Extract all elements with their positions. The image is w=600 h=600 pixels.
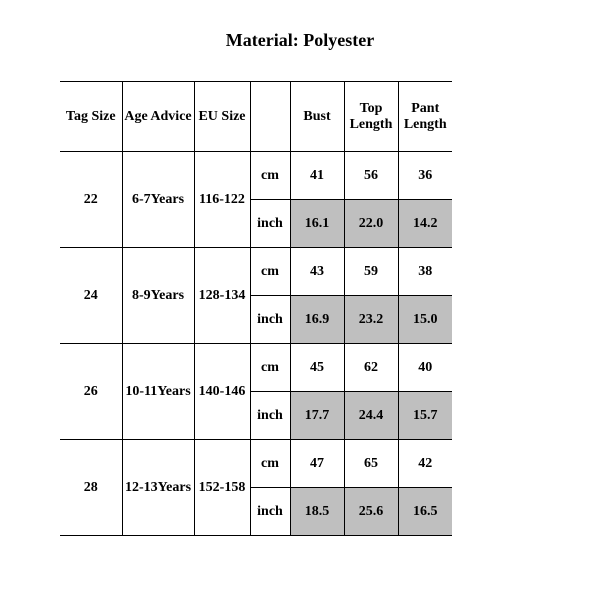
page: Material: Polyester Tag Size Age Advice …	[0, 0, 600, 600]
cell-bust: 41	[290, 152, 344, 200]
cell-bust: 17.7	[290, 392, 344, 440]
cell-eu-size: 128-134	[194, 248, 250, 344]
col-tag-size: Tag Size	[60, 82, 122, 152]
cell-pant: 42	[398, 440, 452, 488]
cell-unit: cm	[250, 440, 290, 488]
cell-pant: 15.0	[398, 296, 452, 344]
cell-unit: cm	[250, 152, 290, 200]
table-row: 24 8-9Years 128-134 cm 43 59 38	[60, 248, 452, 296]
cell-top: 62	[344, 344, 398, 392]
cell-tag-size: 26	[60, 344, 122, 440]
cell-pant: 36	[398, 152, 452, 200]
size-table: Tag Size Age Advice EU Size Bust Top Len…	[60, 81, 452, 536]
cell-top: 65	[344, 440, 398, 488]
col-pant-length: Pant Length	[398, 82, 452, 152]
cell-pant: 14.2	[398, 200, 452, 248]
cell-bust: 45	[290, 344, 344, 392]
cell-unit: inch	[250, 392, 290, 440]
cell-age-advice: 12-13Years	[122, 440, 194, 536]
cell-age-advice: 10-11Years	[122, 344, 194, 440]
table-row: 26 10-11Years 140-146 cm 45 62 40	[60, 344, 452, 392]
cell-unit: inch	[250, 488, 290, 536]
cell-bust: 18.5	[290, 488, 344, 536]
cell-unit: inch	[250, 296, 290, 344]
col-top-length: Top Length	[344, 82, 398, 152]
cell-pant: 40	[398, 344, 452, 392]
cell-tag-size: 24	[60, 248, 122, 344]
cell-eu-size: 116-122	[194, 152, 250, 248]
cell-top: 24.4	[344, 392, 398, 440]
cell-bust: 16.1	[290, 200, 344, 248]
cell-pant: 38	[398, 248, 452, 296]
cell-unit: cm	[250, 344, 290, 392]
cell-eu-size: 152-158	[194, 440, 250, 536]
cell-unit: cm	[250, 248, 290, 296]
cell-top: 22.0	[344, 200, 398, 248]
cell-age-advice: 6-7Years	[122, 152, 194, 248]
col-bust: Bust	[290, 82, 344, 152]
cell-bust: 16.9	[290, 296, 344, 344]
col-age-advice: Age Advice	[122, 82, 194, 152]
page-title: Material: Polyester	[0, 30, 600, 51]
table-row: 28 12-13Years 152-158 cm 47 65 42	[60, 440, 452, 488]
cell-eu-size: 140-146	[194, 344, 250, 440]
cell-tag-size: 28	[60, 440, 122, 536]
col-unit	[250, 82, 290, 152]
cell-pant: 16.5	[398, 488, 452, 536]
cell-top: 59	[344, 248, 398, 296]
cell-top: 23.2	[344, 296, 398, 344]
table-header-row: Tag Size Age Advice EU Size Bust Top Len…	[60, 82, 452, 152]
cell-pant: 15.7	[398, 392, 452, 440]
cell-top: 56	[344, 152, 398, 200]
cell-tag-size: 22	[60, 152, 122, 248]
cell-top: 25.6	[344, 488, 398, 536]
cell-unit: inch	[250, 200, 290, 248]
cell-age-advice: 8-9Years	[122, 248, 194, 344]
cell-bust: 47	[290, 440, 344, 488]
col-eu-size: EU Size	[194, 82, 250, 152]
table-row: 22 6-7Years 116-122 cm 41 56 36	[60, 152, 452, 200]
cell-bust: 43	[290, 248, 344, 296]
